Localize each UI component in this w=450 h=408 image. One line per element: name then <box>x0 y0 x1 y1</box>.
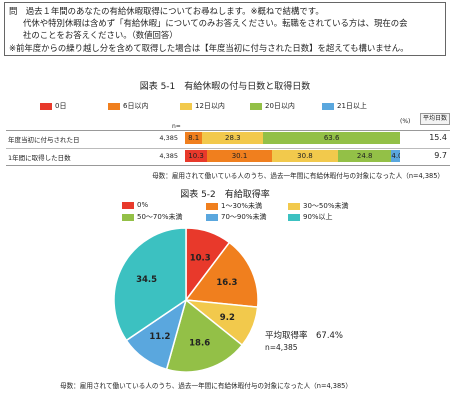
legend-item-0: 0日 <box>40 101 66 111</box>
pie-legend-item-0: 0% <box>122 201 148 209</box>
legend-swatch <box>288 202 300 210</box>
legend-swatch <box>40 102 52 110</box>
legend-label: 0日 <box>55 102 67 110</box>
pie-value-label: 9.2 <box>220 313 235 323</box>
legend-label: 20日以内 <box>265 102 295 110</box>
legend-item-1: 6日以内 <box>108 101 148 111</box>
pie-legend-item-5: 90%以上 <box>288 212 333 222</box>
pie-slice <box>165 298 244 373</box>
pie-value-label: 10.3 <box>190 254 211 264</box>
legend-swatch <box>206 213 218 221</box>
pie-legend-item-3: 50～70%未満 <box>122 212 182 222</box>
row-n-taken: 4,385 <box>159 152 178 160</box>
row-n-granted: 4,385 <box>159 134 178 142</box>
fig2-title: 図表 5-2 有給取得率 <box>180 190 270 200</box>
legend-swatch <box>122 213 134 221</box>
question-line-2: 代休や特別休暇は含めず「有給休暇」についてのみお答えください。転職をされている方… <box>23 18 408 29</box>
legend-label: 12日以内 <box>195 102 225 110</box>
legend-swatch <box>288 213 300 221</box>
legend-label: 21日以上 <box>337 102 367 110</box>
stacked-bar-granted: 8.1 28.3 63.6 <box>185 132 400 144</box>
pie-value-label: 18.6 <box>189 339 210 349</box>
bar-segment: 30.8 <box>271 150 339 162</box>
legend-label: 6日以内 <box>123 102 149 110</box>
legend-item-4: 21日以上 <box>322 101 367 111</box>
stacked-bar-taken: 10.330.130.824.84.0 <box>185 150 400 162</box>
legend-swatch <box>108 102 120 110</box>
legend-label: 0% <box>137 201 149 209</box>
pie-slice <box>113 227 187 342</box>
avg-rate-n: n=4,385 <box>265 343 298 352</box>
legend-label: 50～70%未満 <box>137 213 183 221</box>
bar-segment: 63.6 <box>263 132 400 144</box>
legend-label: 90%以上 <box>303 213 333 221</box>
pie-value-label: 11.2 <box>149 332 170 342</box>
bar-table-lines <box>6 130 450 166</box>
n-header: n= <box>172 123 181 130</box>
fig1-note: 母数：雇用されて働いている人のうち、過去一年間に有給休暇付与の対象になった人（n… <box>152 172 444 180</box>
question-line-1: 問 過去１年間のあなたの有給休暇取得についてお尋ねします。※概ねで結構です。 <box>9 6 324 16</box>
legend-swatch <box>180 102 192 110</box>
legend-label: 70～90%未満 <box>221 213 267 221</box>
fig2-note: 母数：雇用されて働いている人のうち、過去一年間に有給休暇付与の対象になった人（n… <box>60 382 352 390</box>
bar-segment: 28.3 <box>202 132 264 144</box>
bar-segment: 4.0 <box>391 150 400 162</box>
pct-unit-label: (%) <box>400 118 411 125</box>
pie-value-label: 16.3 <box>216 278 237 288</box>
legend-label: 1～30%未満 <box>221 202 263 210</box>
pie-legend-item-1: 1～30%未満 <box>206 201 262 211</box>
row-label-granted: 年度当初に付与された日 <box>8 136 80 144</box>
row-avg-taken: 9.7 <box>434 151 447 160</box>
pie-value-label: 34.5 <box>136 275 157 285</box>
pie-slice <box>184 241 259 308</box>
legend-swatch <box>206 202 218 210</box>
legend-swatch <box>122 201 134 209</box>
pie-legend-item-4: 70～90%未満 <box>206 212 266 222</box>
legend-swatch <box>322 102 334 110</box>
legend-swatch <box>250 102 262 110</box>
avg-rate-label: 平均取得率 67.4% <box>265 331 344 341</box>
bar-segment: 24.8 <box>338 150 392 162</box>
bar-segment: 8.1 <box>185 132 203 144</box>
legend-item-3: 20日以内 <box>250 101 295 111</box>
legend-label: 30～50%未満 <box>303 202 349 210</box>
question-line-3: 社のことをお答えください。（数値回答） <box>23 30 178 41</box>
bar-segment: 30.1 <box>207 150 272 162</box>
pie-legend-item-2: 30～50%未満 <box>288 201 348 211</box>
question-line-4: ※前年度からの繰り越し分を含めて取得した場合は【年度当初に付与された日数】を超え… <box>9 42 409 53</box>
bar-segment: 10.3 <box>185 150 208 162</box>
fig1-title: 図表 5-1 有給休暇の付与日数と取得日数 <box>139 82 311 92</box>
question-box: 問 過去１年間のあなたの有給休暇取得についてお尋ねします。※概ねで結構です。 代… <box>4 2 446 56</box>
row-avg-granted: 15.4 <box>429 133 447 142</box>
row-label-taken: 1年間に取得した日数 <box>8 154 71 162</box>
legend-item-2: 12日以内 <box>180 101 225 111</box>
